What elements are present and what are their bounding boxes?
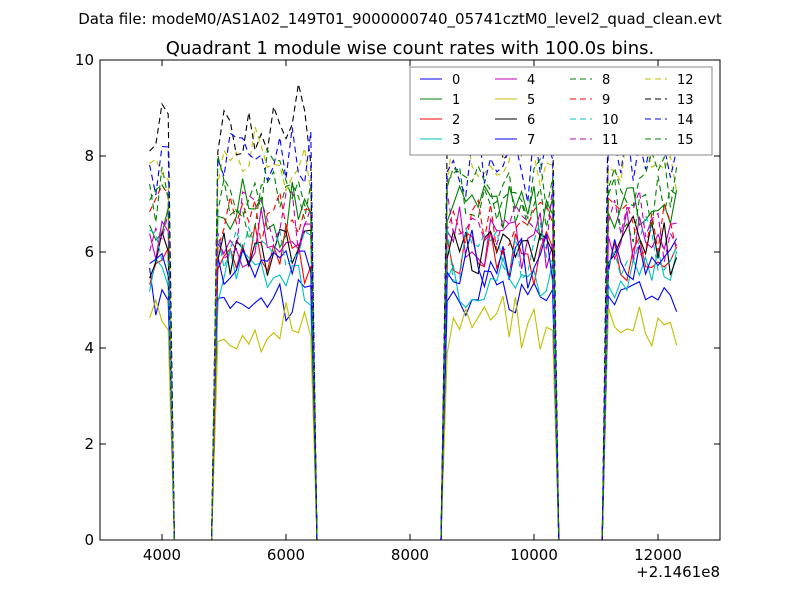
y-tick-label: 10 bbox=[75, 51, 94, 69]
series-line-9 bbox=[149, 184, 678, 541]
x-tick-label: 10000 bbox=[510, 546, 558, 564]
legend-label-8: 8 bbox=[602, 73, 610, 88]
chart-title: Quadrant 1 module wise count rates with … bbox=[166, 38, 655, 59]
series-line-1 bbox=[149, 178, 678, 541]
legend-label-2: 2 bbox=[452, 113, 460, 128]
x-tick-label: 4000 bbox=[143, 546, 181, 564]
legend-label-14: 14 bbox=[677, 113, 694, 128]
legend-label-5: 5 bbox=[527, 93, 535, 108]
legend-label-6: 6 bbox=[527, 113, 535, 128]
legend-label-3: 3 bbox=[452, 133, 460, 148]
legend-label-1: 1 bbox=[452, 93, 460, 108]
y-tick-label: 2 bbox=[84, 435, 94, 453]
legend-label-13: 13 bbox=[677, 93, 694, 108]
series-line-15 bbox=[149, 148, 678, 541]
legend-label-4: 4 bbox=[527, 73, 535, 88]
legend-label-12: 12 bbox=[677, 73, 694, 88]
legend-label-0: 0 bbox=[452, 73, 460, 88]
legend-box bbox=[409, 66, 713, 156]
series-line-11 bbox=[149, 185, 678, 541]
legend-label-10: 10 bbox=[602, 113, 619, 128]
y-tick-label: 0 bbox=[84, 531, 94, 549]
series-line-7 bbox=[149, 229, 678, 541]
legend-label-15: 15 bbox=[677, 133, 694, 148]
y-tick-label: 8 bbox=[84, 147, 94, 165]
y-tick-label: 6 bbox=[84, 243, 94, 261]
series-line-14 bbox=[149, 124, 678, 541]
chart-suptitle: Data file: modeM0/AS1A02_149T01_90000007… bbox=[78, 10, 722, 29]
series-line-8 bbox=[149, 165, 677, 541]
x-offset-label: +2.1461e8 bbox=[636, 563, 720, 581]
series-line-0 bbox=[149, 267, 678, 541]
legend-label-7: 7 bbox=[527, 133, 535, 148]
series-line-5 bbox=[149, 295, 678, 541]
legend-label-11: 11 bbox=[602, 133, 619, 148]
y-tick-label: 4 bbox=[84, 339, 94, 357]
x-tick-label: 12000 bbox=[634, 546, 682, 564]
series-line-3 bbox=[149, 249, 678, 541]
series-line-6 bbox=[149, 214, 678, 541]
x-tick-label: 6000 bbox=[267, 546, 305, 564]
series-line-12 bbox=[149, 117, 678, 541]
legend-label-9: 9 bbox=[602, 93, 610, 108]
series-line-2 bbox=[149, 224, 678, 541]
x-tick-label: 8000 bbox=[391, 546, 429, 564]
